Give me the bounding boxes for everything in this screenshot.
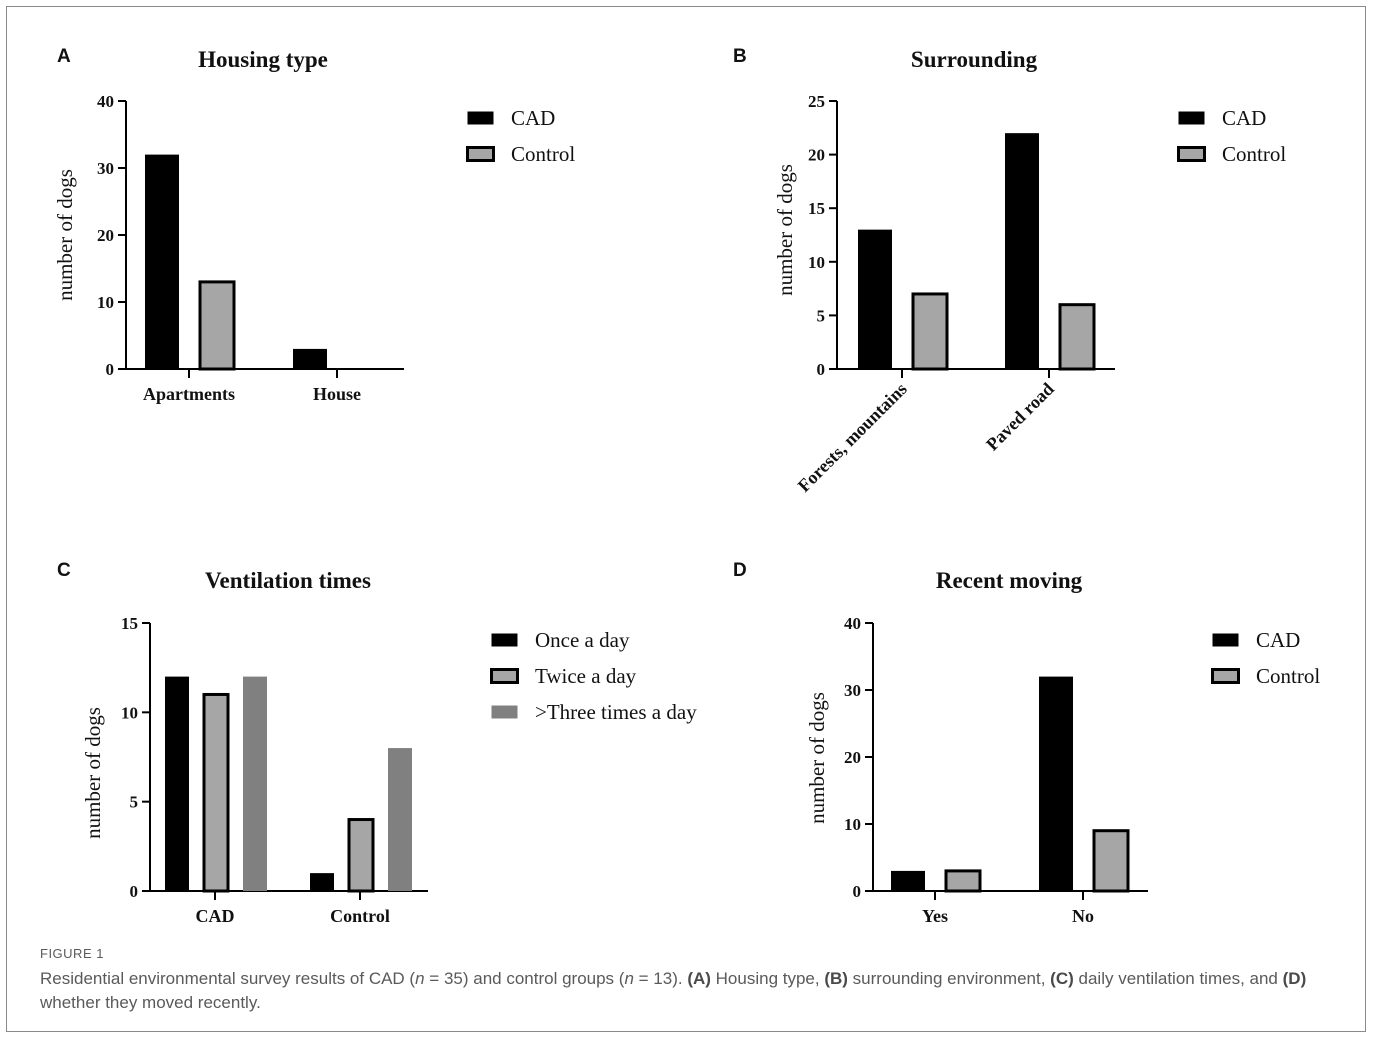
legend-label: >Three times a day bbox=[535, 700, 697, 724]
y-tick-label: 40 bbox=[844, 614, 861, 633]
legend-label: Once a day bbox=[535, 628, 630, 652]
caption-text: Residential environmental survey results… bbox=[40, 967, 1340, 1015]
bar-d-1-1 bbox=[1092, 829, 1130, 893]
category-label: Forests, mountains bbox=[794, 379, 911, 496]
y-tick-label: 0 bbox=[130, 882, 139, 901]
caption-run: Residential environmental survey results… bbox=[40, 969, 416, 988]
legend-swatch bbox=[466, 146, 495, 162]
category-label: Control bbox=[330, 906, 390, 926]
chart-panel-b: B Surrounding number of dogs 0 5 10 15 20 25 Fore… bbox=[733, 46, 1286, 496]
category-label: No bbox=[1072, 906, 1094, 926]
legend-swatch bbox=[491, 705, 518, 719]
bar-c-0-1 bbox=[310, 873, 334, 891]
legend-swatch bbox=[1177, 146, 1206, 162]
y-tick-label: 5 bbox=[130, 793, 139, 812]
bar-c-1-1 bbox=[347, 818, 375, 893]
caption-run: (B) bbox=[824, 969, 848, 988]
category-label: House bbox=[313, 384, 361, 404]
caption-run: whether they moved recently. bbox=[40, 993, 261, 1012]
y-tick-label: 30 bbox=[844, 681, 861, 700]
caption-run: = 13). bbox=[633, 969, 688, 988]
figure-caption: FIGURE 1 Residential environmental surve… bbox=[40, 946, 1340, 1015]
figure-frame bbox=[6, 6, 1366, 1032]
y-axis-label: number of dogs bbox=[53, 169, 77, 301]
bar-a-0-1 bbox=[293, 348, 327, 369]
y-tick-label: 20 bbox=[97, 226, 114, 245]
y-tick-label: 0 bbox=[106, 360, 115, 379]
y-tick-label: 25 bbox=[808, 92, 825, 111]
chart-panel-c: C Ventilation times number of dogs 0 5 10 15 CA… bbox=[57, 560, 697, 926]
legend-swatch bbox=[1178, 111, 1205, 125]
category-label: Apartments bbox=[143, 384, 235, 404]
chart-title: Surrounding bbox=[911, 47, 1038, 72]
y-tick-label: 10 bbox=[121, 703, 138, 722]
legend-swatch bbox=[467, 111, 494, 125]
y-tick-label: 20 bbox=[844, 748, 861, 767]
chart-title: Ventilation times bbox=[205, 568, 371, 593]
bar-c-2-0 bbox=[243, 676, 267, 891]
y-tick-label: 10 bbox=[808, 253, 825, 272]
bar-d-0-0 bbox=[891, 870, 925, 891]
bar-b-1-1 bbox=[1058, 303, 1096, 371]
legend-label: Twice a day bbox=[535, 664, 637, 688]
legend-swatch bbox=[490, 668, 519, 684]
y-axis-label: number of dogs bbox=[773, 164, 797, 296]
caption-run: (D) bbox=[1282, 969, 1307, 988]
figure-label: FIGURE 1 bbox=[40, 946, 104, 961]
category-label: CAD bbox=[196, 906, 235, 926]
caption-run: daily ventilation times, and bbox=[1073, 969, 1283, 988]
bar-a-1-0 bbox=[198, 280, 236, 371]
caption-run: n bbox=[415, 969, 425, 988]
y-tick-label: 0 bbox=[853, 882, 862, 901]
caption-run: (C) bbox=[1050, 969, 1074, 988]
y-tick-label: 0 bbox=[817, 360, 826, 379]
chart-title: Housing type bbox=[198, 47, 328, 72]
category-label: Paved road bbox=[982, 379, 1058, 455]
y-tick-label: 10 bbox=[97, 293, 114, 312]
panel-label: D bbox=[733, 560, 747, 581]
y-tick-label: 20 bbox=[808, 146, 825, 165]
bar-d-0-1 bbox=[1039, 676, 1073, 891]
bar-b-0-1 bbox=[1005, 133, 1039, 369]
bar-a-0-0 bbox=[145, 154, 179, 369]
caption-run: n bbox=[624, 969, 634, 988]
y-tick-label: 10 bbox=[844, 815, 861, 834]
y-tick-label: 15 bbox=[121, 614, 138, 633]
legend-label: CAD bbox=[511, 106, 555, 130]
caption-run: = 35) and control groups ( bbox=[424, 969, 625, 988]
panel-label: C bbox=[57, 560, 71, 581]
legend-label: CAD bbox=[1222, 106, 1266, 130]
bar-d-1-0 bbox=[944, 869, 982, 893]
y-tick-label: 40 bbox=[97, 92, 114, 111]
legend-label: Control bbox=[511, 142, 575, 166]
y-tick-label: 15 bbox=[808, 199, 825, 218]
legend-label: CAD bbox=[1256, 628, 1300, 652]
legend-swatch bbox=[491, 633, 518, 647]
bar-c-0-0 bbox=[165, 676, 189, 891]
panel-label: B bbox=[733, 46, 747, 67]
caption-run: (A) bbox=[687, 969, 711, 988]
bar-c-1-0 bbox=[202, 692, 230, 893]
bar-c-2-1 bbox=[388, 748, 412, 891]
chart-panel-d: D Recent moving number of dogs 0 10 20 30 40 Yes… bbox=[733, 560, 1320, 926]
legend-swatch bbox=[1211, 668, 1240, 684]
panel-label: A bbox=[57, 46, 71, 67]
legend-label: Control bbox=[1222, 142, 1286, 166]
bar-b-1-0 bbox=[911, 292, 949, 371]
bar-b-0-0 bbox=[858, 229, 892, 369]
y-tick-label: 5 bbox=[817, 306, 826, 325]
y-axis-label: number of dogs bbox=[81, 707, 105, 839]
legend-swatch bbox=[1212, 633, 1239, 647]
caption-run: surrounding environment, bbox=[847, 969, 1051, 988]
category-label: Yes bbox=[922, 906, 948, 926]
y-axis-label: number of dogs bbox=[805, 692, 829, 824]
caption-run: Housing type, bbox=[710, 969, 825, 988]
y-tick-label: 30 bbox=[97, 159, 114, 178]
legend-label: Control bbox=[1256, 664, 1320, 688]
chart-panel-a: A Housing type number of dogs 0 10 20 30 40 Apar… bbox=[53, 46, 575, 404]
chart-title: Recent moving bbox=[936, 568, 1083, 593]
